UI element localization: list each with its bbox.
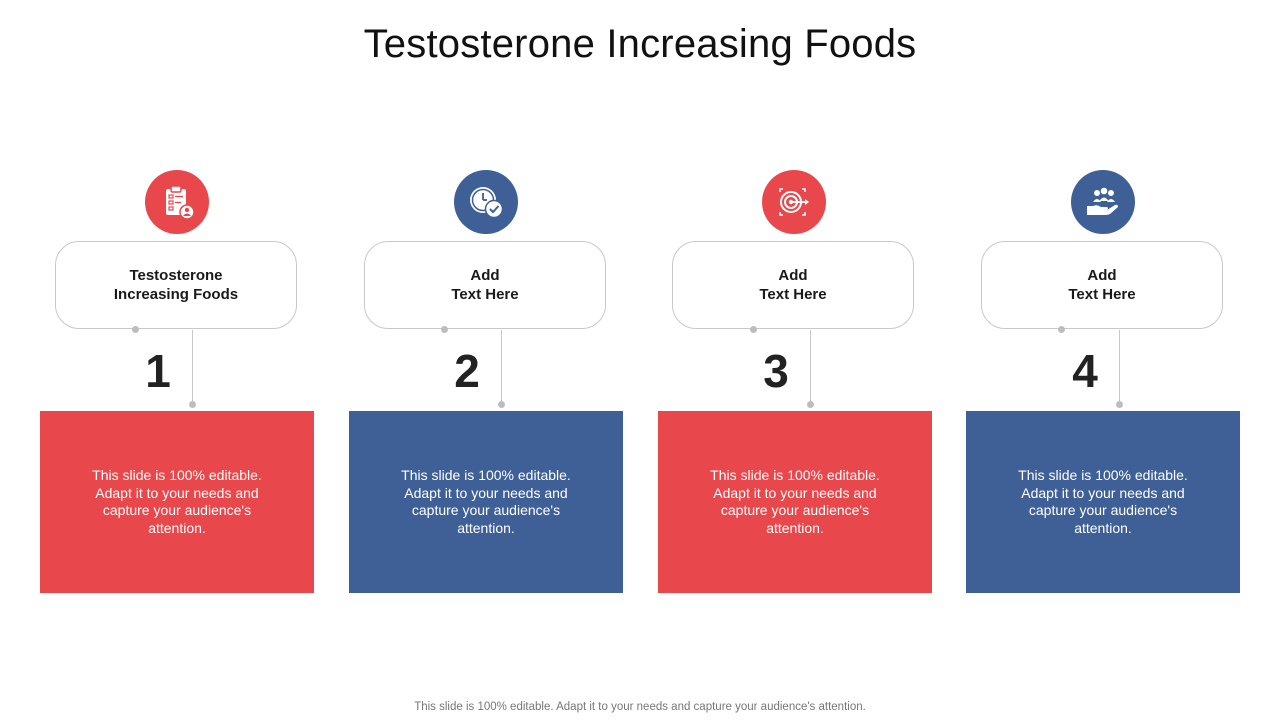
step-2: Add Text Here 2 This slide is 100% edita… — [349, 0, 623, 720]
step-2-connector-dot-top — [441, 326, 448, 333]
step-2-connector-dot-bottom — [498, 401, 505, 408]
step-1-body-box: This slide is 100% editable. Adapt it to… — [40, 411, 314, 593]
step-4-number: 4 — [1072, 345, 1098, 397]
step-1-icon-circle — [145, 170, 209, 234]
step-4-heading: Add Text Here — [1068, 267, 1136, 303]
step-2-body-box: This slide is 100% editable. Adapt it to… — [349, 411, 623, 593]
hand-group-icon — [1087, 187, 1118, 215]
step-2-number: 2 — [454, 345, 480, 397]
step-1-body: This slide is 100% editable. Adapt it to… — [92, 467, 262, 536]
footer-note: This slide is 100% editable. Adapt it to… — [414, 701, 866, 713]
step-3-connector-dot-bottom — [807, 401, 814, 408]
step-3-body: This slide is 100% editable. Adapt it to… — [710, 467, 880, 536]
step-4-connector-dot-top — [1058, 326, 1065, 333]
step-4-body: This slide is 100% editable. Adapt it to… — [1018, 467, 1188, 536]
step-3-icon-circle — [762, 170, 826, 234]
step-3-heading: Add Text Here — [759, 267, 827, 303]
step-3-connector-line — [810, 330, 811, 404]
step-4-body-box: This slide is 100% editable. Adapt it to… — [966, 411, 1240, 593]
step-1-number: 1 — [145, 345, 171, 397]
step-4-heading-bubble: Add Text Here — [981, 241, 1223, 329]
step-4-connector-dot-bottom — [1116, 401, 1123, 408]
step-1-connector-dot-bottom — [189, 401, 196, 408]
step-1-connector-line — [192, 330, 193, 404]
step-2-connector-line — [501, 330, 502, 404]
step-3-number: 3 — [763, 345, 789, 397]
step-1: Testosterone Increasing Foods 1 This sli… — [40, 0, 314, 720]
step-4-icon-circle — [1071, 170, 1135, 234]
step-2-body: This slide is 100% editable. Adapt it to… — [401, 467, 571, 536]
step-1-connector-dot-top — [132, 326, 139, 333]
target-arrow-icon — [779, 188, 809, 216]
step-1-heading: Testosterone Increasing Foods — [113, 267, 239, 303]
step-3-connector-dot-top — [750, 326, 757, 333]
step-2-heading: Add Text Here — [451, 267, 519, 303]
step-3-body-box: This slide is 100% editable. Adapt it to… — [658, 411, 932, 593]
clipboard-user-icon — [166, 185, 195, 220]
step-1-heading-bubble: Testosterone Increasing Foods — [55, 241, 297, 329]
step-2-heading-bubble: Add Text Here — [364, 241, 606, 329]
slide-title: Testosterone Increasing Foods — [363, 22, 917, 66]
step-4: Add Text Here 4 This slide is 100% edita… — [966, 0, 1240, 720]
step-3-heading-bubble: Add Text Here — [672, 241, 914, 329]
clock-check-icon — [470, 187, 504, 219]
step-4-connector-line — [1119, 330, 1120, 404]
step-2-icon-circle — [454, 170, 518, 234]
step-3: Add Text Here 3 This slide is 100% edita… — [658, 0, 932, 720]
